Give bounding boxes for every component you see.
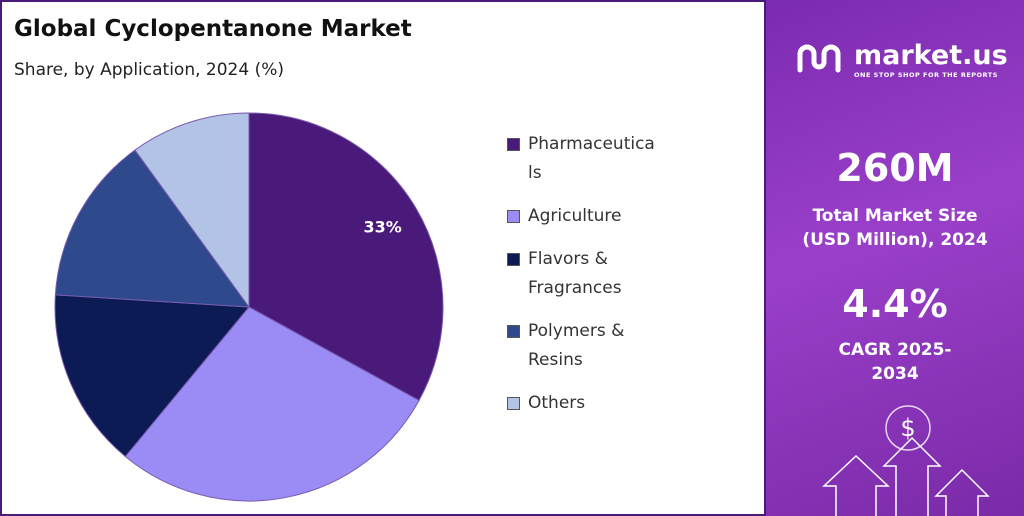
legend-item: Polymers & Resins [507, 317, 667, 375]
summary-panel: market.us ONE STOP SHOP FOR THE REPORTS … [766, 0, 1024, 516]
tagline: ONE STOP SHOP FOR THE REPORTS [854, 71, 998, 79]
chart-subtitle: Share, by Application, 2024 (%) [14, 60, 284, 80]
legend-item: Others [507, 389, 667, 418]
pie-slice [124, 306, 420, 502]
pie-slice [54, 294, 251, 458]
legend-label: Flavors & Fragrances [528, 249, 622, 298]
legend-item: Flavors & Fragrances [507, 245, 667, 303]
legend-swatch [507, 397, 520, 410]
legend-swatch [507, 210, 520, 223]
market-size-label: Total Market Size (USD Million), 2024 [802, 206, 988, 250]
legend-swatch [507, 138, 520, 151]
legend: Pharmaceuticals Agriculture Flavors & Frag… [507, 130, 667, 432]
data-label: 33% [363, 217, 401, 236]
legend-swatch [507, 325, 520, 338]
cagr-label: CAGR 2025-2034 [838, 340, 952, 384]
legend-label: Pharmaceuticals [528, 134, 655, 183]
legend-item: Agriculture [507, 202, 667, 231]
legend-item: Pharmaceuticals [507, 130, 667, 188]
pie-slice [248, 112, 444, 402]
svg-text:$: $ [900, 414, 915, 442]
logo-icon [797, 44, 841, 73]
chart-panel: Global Cyclopentanone Market Share, by A… [0, 0, 766, 516]
logo: market.us ONE STOP SHOP FOR THE REPORTS [796, 40, 1008, 79]
pie-chart: 33% [54, 112, 444, 502]
decor-arrows: $ [822, 405, 990, 516]
legend-label: Agriculture [528, 206, 622, 226]
cagr: 4.4% [842, 282, 948, 326]
pie-slice [54, 149, 251, 308]
brand: market.us [854, 40, 1008, 71]
pie-slice [134, 112, 250, 309]
market-size: 260M [836, 146, 954, 190]
legend-label: Polymers & Resins [528, 321, 625, 370]
chart-title: Global Cyclopentanone Market [14, 16, 412, 42]
legend-swatch [507, 253, 520, 266]
legend-label: Others [528, 393, 586, 413]
